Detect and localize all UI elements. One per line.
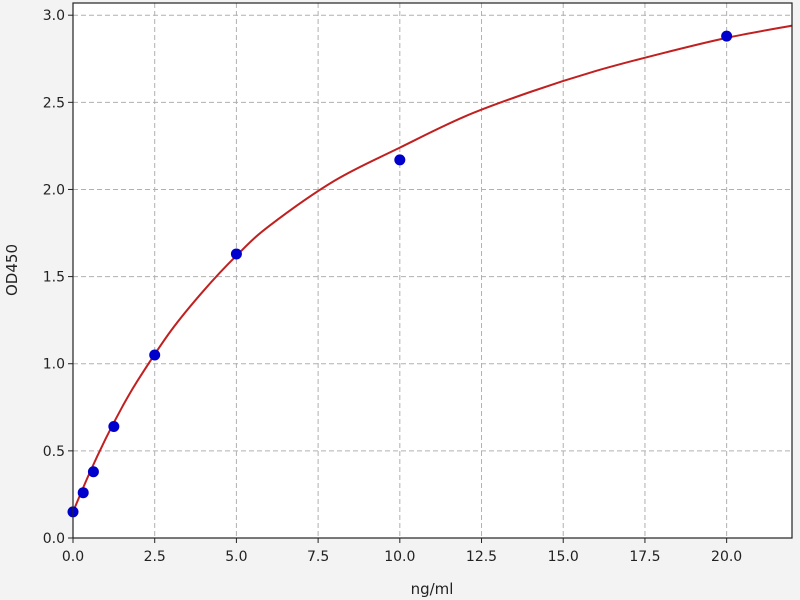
- x-axis-label: ng/ml: [411, 580, 454, 598]
- x-tick-label: 7.5: [307, 549, 329, 565]
- x-tick-label: 0.0: [62, 549, 84, 565]
- x-tick-label: 15.0: [548, 549, 579, 565]
- y-tick-label: 1.5: [43, 270, 65, 286]
- x-tick-label: 5.0: [225, 549, 247, 565]
- x-tick-label: 20.0: [711, 549, 742, 565]
- data-point: [108, 420, 120, 432]
- y-tick-label: 0.5: [43, 444, 65, 460]
- x-tick-label: 12.5: [466, 549, 497, 565]
- plot-frame: [72, 2, 793, 539]
- x-tick-label: 17.5: [629, 549, 660, 565]
- data-point: [394, 154, 406, 166]
- x-tick-label: 10.0: [384, 549, 415, 565]
- data-point: [149, 349, 161, 361]
- y-axis-label: OD450: [3, 244, 21, 296]
- fit-curve: [72, 24, 793, 513]
- y-tick-label: 1.0: [43, 357, 65, 373]
- data-point: [230, 248, 242, 260]
- grid: [72, 3, 792, 539]
- y-tick-label: 3.0: [43, 8, 65, 24]
- data-point: [87, 466, 99, 478]
- x-tick-label: 2.5: [144, 549, 166, 565]
- y-tick-label: 0.0: [43, 531, 65, 547]
- plot-area: [73, 3, 792, 538]
- y-tick-label: 2.5: [43, 95, 65, 111]
- data-point: [721, 30, 733, 42]
- y-tick-label: 2.0: [43, 182, 65, 198]
- data-point: [77, 487, 89, 499]
- y-axis-ticks: 0.0 0.5 1.0 1.5 2.0 2.5 3.0: [43, 8, 73, 547]
- x-axis-ticks: 0.0 2.5 5.0 7.5 10.0 12.5 15.0 17.5 20.0: [62, 538, 742, 565]
